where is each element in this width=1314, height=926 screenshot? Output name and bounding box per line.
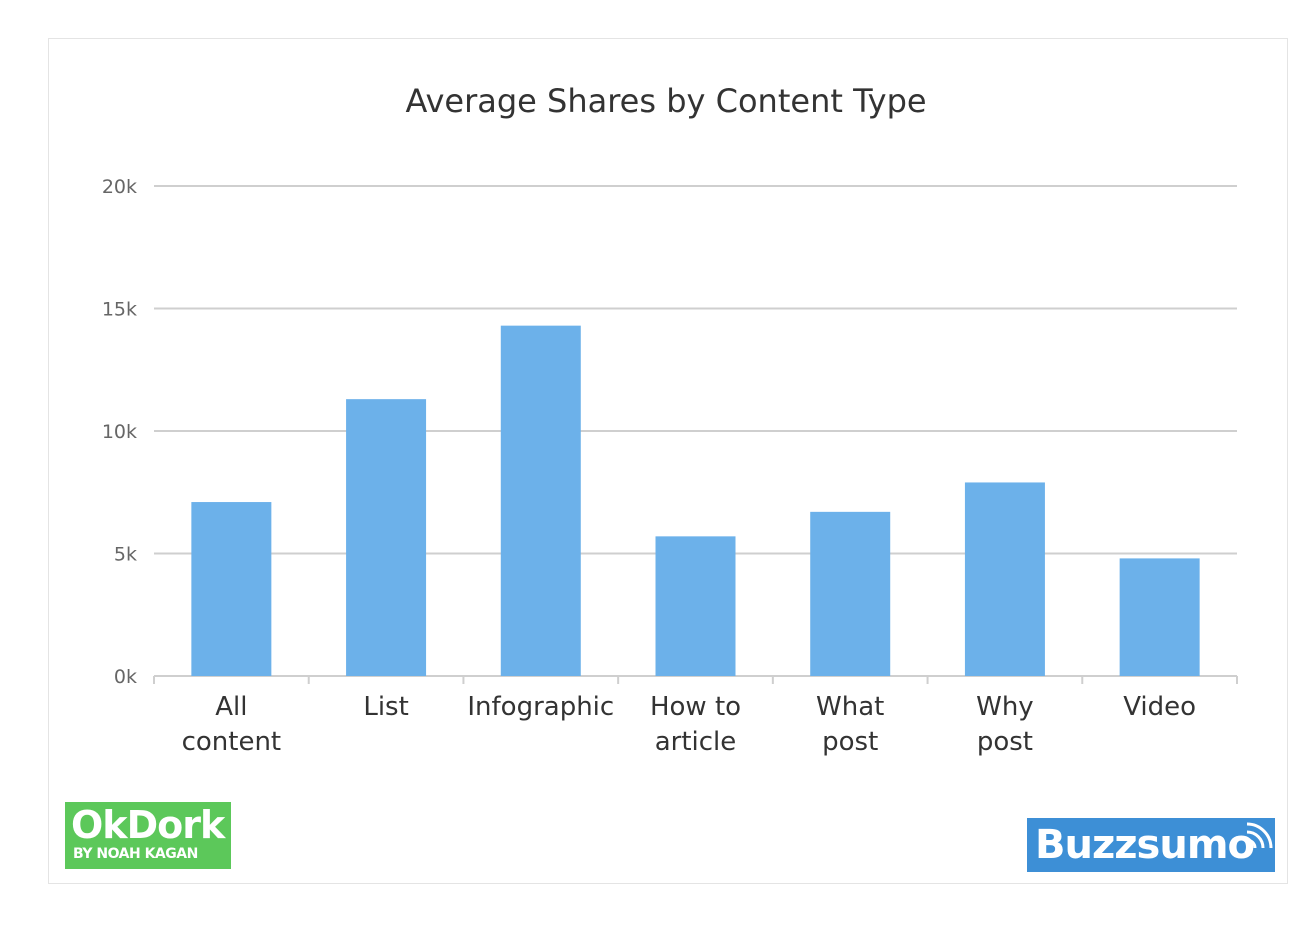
signal-waves-icon: [1246, 822, 1273, 849]
okdork-logo-name: OkDork: [71, 803, 225, 847]
x-tick-label: Why post: [976, 692, 1034, 757]
bar: [964, 482, 1045, 676]
buzzsumo-logo-name: Buzzsumo: [1035, 822, 1255, 868]
bars: [191, 325, 1200, 676]
bar: [655, 536, 736, 676]
x-tick-label: Video: [1123, 692, 1196, 722]
y-tick-label: 10k: [102, 421, 137, 443]
chart-card: [48, 38, 1288, 884]
okdork-logo: OkDork BY NOAH KAGAN: [65, 802, 231, 869]
x-tick-label: Infographic: [467, 692, 614, 722]
y-tick-label: 0k: [114, 666, 137, 688]
y-tick-label: 15k: [102, 299, 137, 321]
bar: [810, 511, 891, 676]
y-tick-label: 20k: [102, 176, 137, 198]
bar: [500, 325, 581, 676]
x-tick-label: What post: [816, 692, 884, 757]
bar: [1119, 558, 1200, 676]
x-tick-label: All content: [182, 692, 282, 757]
grid-lines: [153, 185, 1238, 684]
buzzsumo-logo: Buzzsumo: [1027, 818, 1275, 872]
y-tick-label: 5k: [114, 544, 137, 566]
bar: [191, 502, 272, 676]
bar: [346, 399, 427, 676]
chart-title: Average Shares by Content Type: [405, 82, 926, 120]
x-tick-label: How to article: [650, 692, 741, 757]
okdork-logo-byline: BY NOAH KAGAN: [73, 846, 198, 862]
y-axis-ticks: 0k 5k 10k 15k 20k: [102, 176, 137, 688]
x-axis-ticks: All content List Infographic How to article Wh…: [182, 692, 1196, 757]
x-tick-label: List: [363, 692, 408, 722]
